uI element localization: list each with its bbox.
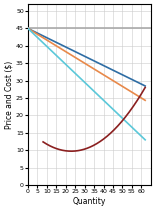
X-axis label: Quantity: Quantity — [73, 197, 106, 206]
Y-axis label: Price and Cost ($): Price and Cost ($) — [4, 60, 13, 129]
